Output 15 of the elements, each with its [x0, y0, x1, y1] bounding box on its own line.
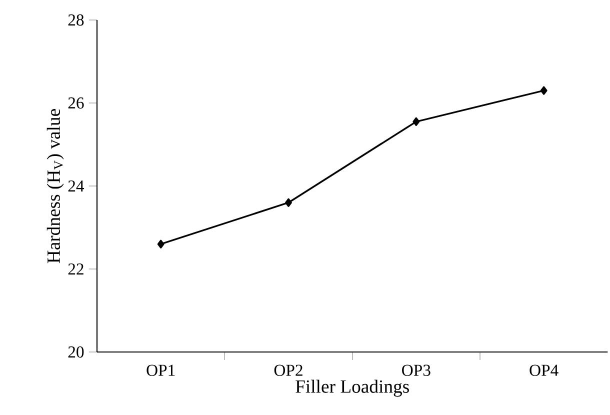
x-tick-label: OP3 [402, 364, 430, 376]
x-axis-title: Filler Loadings [296, 380, 409, 397]
point [540, 86, 548, 95]
point [157, 240, 164, 248]
x-tick-label: OP2 [274, 364, 302, 376]
y-tick-label: 22 [68, 263, 84, 275]
y-axis-title: Hardness (H$_{V}$) value [46, 109, 64, 264]
point [285, 198, 292, 207]
y-tick-label: 26 [68, 97, 84, 109]
x-tick-label: OP1 [146, 364, 175, 376]
y-tick-label: 28 [68, 14, 84, 26]
y-tick-label: 24 [68, 180, 84, 192]
y-tick-label: 20 [68, 346, 84, 358]
x-tick-label: OP4 [530, 364, 558, 376]
point [412, 117, 420, 126]
